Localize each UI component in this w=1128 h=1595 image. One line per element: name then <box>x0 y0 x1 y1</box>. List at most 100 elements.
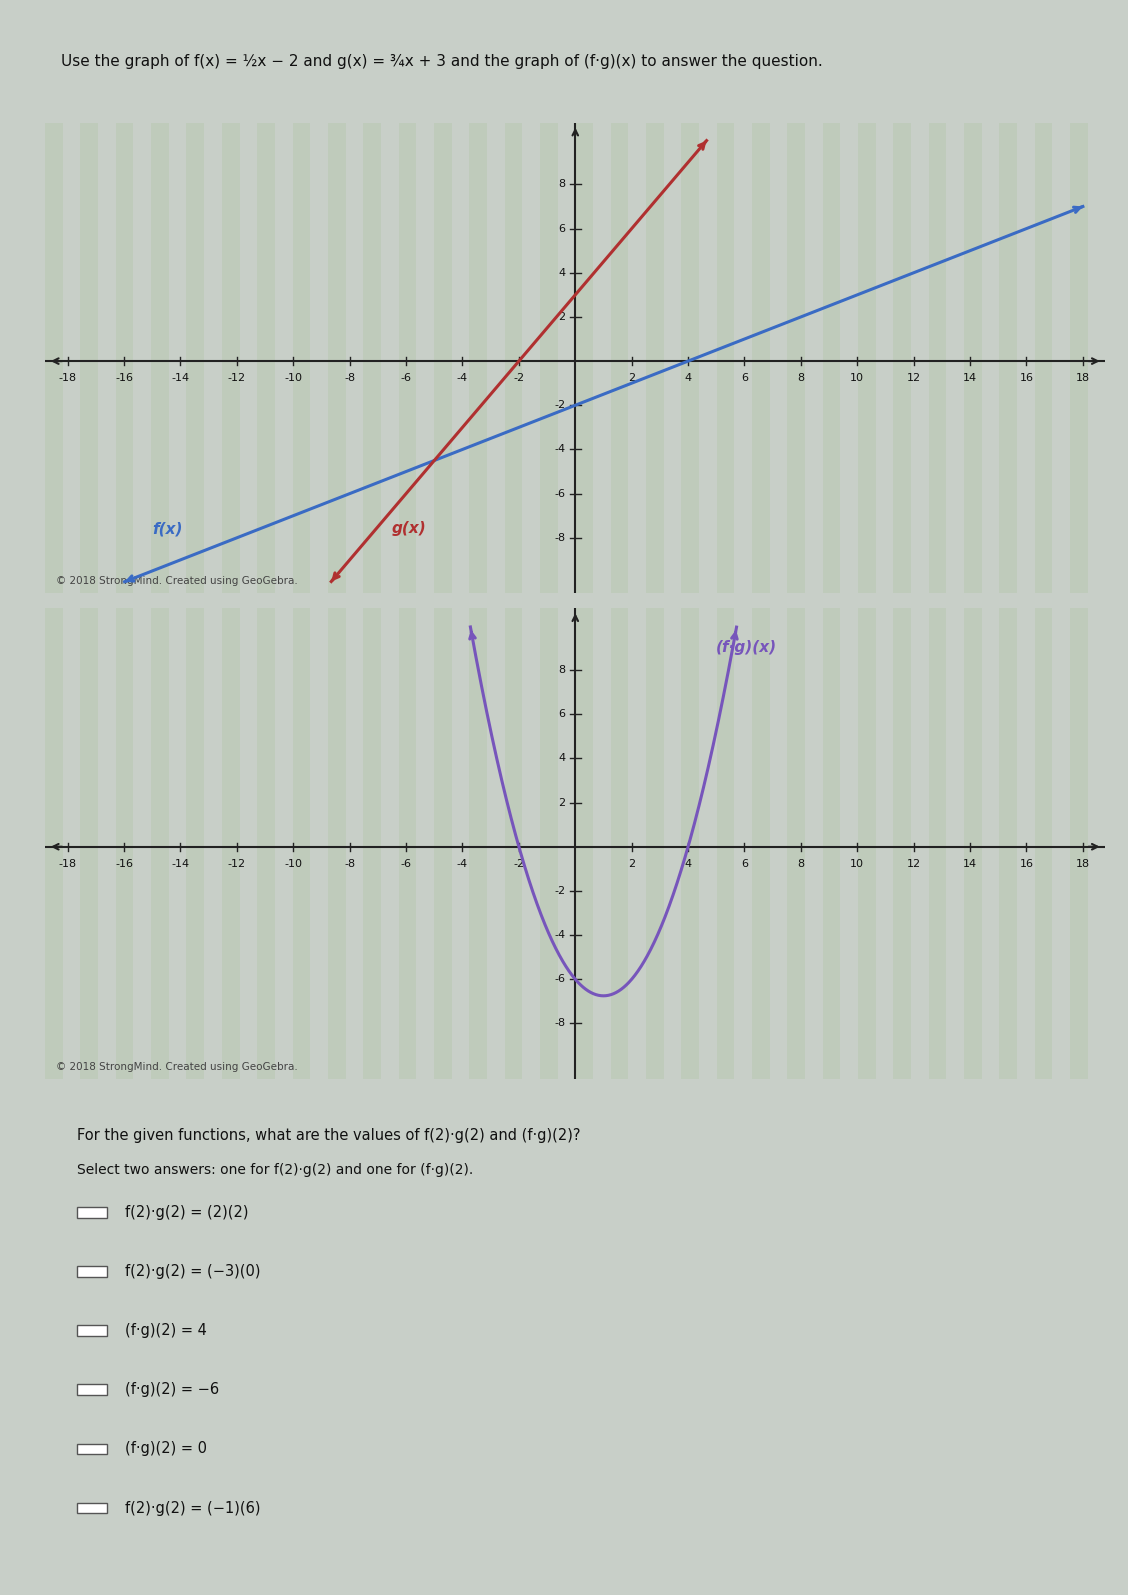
Text: © 2018 StrongMind. Created using GeoGebra.: © 2018 StrongMind. Created using GeoGebr… <box>55 1062 298 1072</box>
Text: -6: -6 <box>400 858 412 869</box>
Text: -16: -16 <box>115 858 133 869</box>
Bar <box>646 123 663 593</box>
Bar <box>398 123 416 593</box>
Text: 2: 2 <box>628 858 635 869</box>
Bar <box>610 123 628 593</box>
Text: 8: 8 <box>558 179 565 190</box>
Bar <box>434 123 451 593</box>
Text: -12: -12 <box>228 373 246 383</box>
Bar <box>328 608 345 1078</box>
Bar <box>45 123 63 593</box>
Text: -6: -6 <box>554 975 565 984</box>
Text: -14: -14 <box>171 373 190 383</box>
Bar <box>575 608 593 1078</box>
Bar <box>822 123 840 593</box>
Text: 8: 8 <box>797 858 804 869</box>
Bar <box>787 123 805 593</box>
Bar <box>716 123 734 593</box>
Text: -2: -2 <box>554 885 565 896</box>
Bar <box>222 123 239 593</box>
Text: (f·g)(2) = −6: (f·g)(2) = −6 <box>124 1383 219 1397</box>
Bar <box>681 608 699 1078</box>
Bar <box>681 123 699 593</box>
Bar <box>222 608 239 1078</box>
Text: -8: -8 <box>554 1019 565 1029</box>
Text: 14: 14 <box>963 373 977 383</box>
Bar <box>504 608 522 1078</box>
Bar <box>999 123 1017 593</box>
Text: (f·g)(2) = 0: (f·g)(2) = 0 <box>124 1442 206 1456</box>
Bar <box>893 123 911 593</box>
Bar <box>80 123 98 593</box>
Text: 6: 6 <box>558 223 565 233</box>
Text: 16: 16 <box>1020 373 1033 383</box>
Text: 6: 6 <box>558 710 565 719</box>
Text: 18: 18 <box>1076 858 1090 869</box>
Text: Select two answers: one for f(2)·g(2) and one for (f·g)(2).: Select two answers: one for f(2)·g(2) an… <box>77 1163 473 1177</box>
Text: 10: 10 <box>851 858 864 869</box>
Text: 6: 6 <box>741 858 748 869</box>
Bar <box>575 123 593 593</box>
Bar <box>1034 608 1052 1078</box>
Text: 8: 8 <box>558 665 565 675</box>
Text: -8: -8 <box>344 858 355 869</box>
Text: f(x): f(x) <box>152 522 183 536</box>
Text: 14: 14 <box>963 858 977 869</box>
Bar <box>292 608 310 1078</box>
Bar <box>1034 123 1052 593</box>
Text: 2: 2 <box>558 798 565 807</box>
Bar <box>80 608 98 1078</box>
Text: 12: 12 <box>907 373 920 383</box>
Bar <box>1070 123 1087 593</box>
Text: -8: -8 <box>344 373 355 383</box>
Bar <box>151 123 169 593</box>
Text: -10: -10 <box>284 373 302 383</box>
Text: f(2)·g(2) = (−3)(0): f(2)·g(2) = (−3)(0) <box>124 1263 261 1279</box>
Text: 2: 2 <box>558 313 565 322</box>
Text: (f·g)(x): (f·g)(x) <box>716 640 777 656</box>
Bar <box>999 608 1017 1078</box>
Bar <box>858 608 875 1078</box>
Text: -6: -6 <box>554 488 565 499</box>
FancyBboxPatch shape <box>77 1384 107 1396</box>
Bar <box>752 608 769 1078</box>
Text: f(2)·g(2) = (−1)(6): f(2)·g(2) = (−1)(6) <box>124 1501 261 1515</box>
FancyBboxPatch shape <box>77 1443 107 1455</box>
Bar <box>45 608 63 1078</box>
Bar <box>363 608 381 1078</box>
Text: 4: 4 <box>558 753 565 764</box>
Bar <box>186 608 204 1078</box>
FancyBboxPatch shape <box>77 1266 107 1276</box>
Bar <box>469 608 487 1078</box>
Text: -6: -6 <box>400 373 412 383</box>
Text: -12: -12 <box>228 858 246 869</box>
Text: -4: -4 <box>457 858 468 869</box>
Bar <box>716 608 734 1078</box>
Text: -8: -8 <box>554 533 565 542</box>
Bar <box>964 123 981 593</box>
Bar <box>928 123 946 593</box>
Bar <box>964 608 981 1078</box>
Text: -2: -2 <box>513 373 525 383</box>
Bar <box>540 608 557 1078</box>
Text: -18: -18 <box>59 373 77 383</box>
Bar <box>822 608 840 1078</box>
Text: For the given functions, what are the values of f(2)·g(2) and (f·g)(2)?: For the given functions, what are the va… <box>77 1128 581 1144</box>
Bar <box>504 123 522 593</box>
Bar <box>752 123 769 593</box>
Text: 10: 10 <box>851 373 864 383</box>
Text: -2: -2 <box>513 858 525 869</box>
Bar <box>469 123 487 593</box>
Bar <box>116 608 133 1078</box>
Bar <box>186 123 204 593</box>
Bar <box>151 608 169 1078</box>
Text: -4: -4 <box>457 373 468 383</box>
Bar <box>257 123 275 593</box>
Text: -4: -4 <box>554 445 565 455</box>
Text: f(2)·g(2) = (2)(2): f(2)·g(2) = (2)(2) <box>124 1204 248 1220</box>
Text: -16: -16 <box>115 373 133 383</box>
Text: g(x): g(x) <box>393 522 426 536</box>
Bar <box>116 123 133 593</box>
Text: -2: -2 <box>554 400 565 410</box>
Text: 16: 16 <box>1020 858 1033 869</box>
